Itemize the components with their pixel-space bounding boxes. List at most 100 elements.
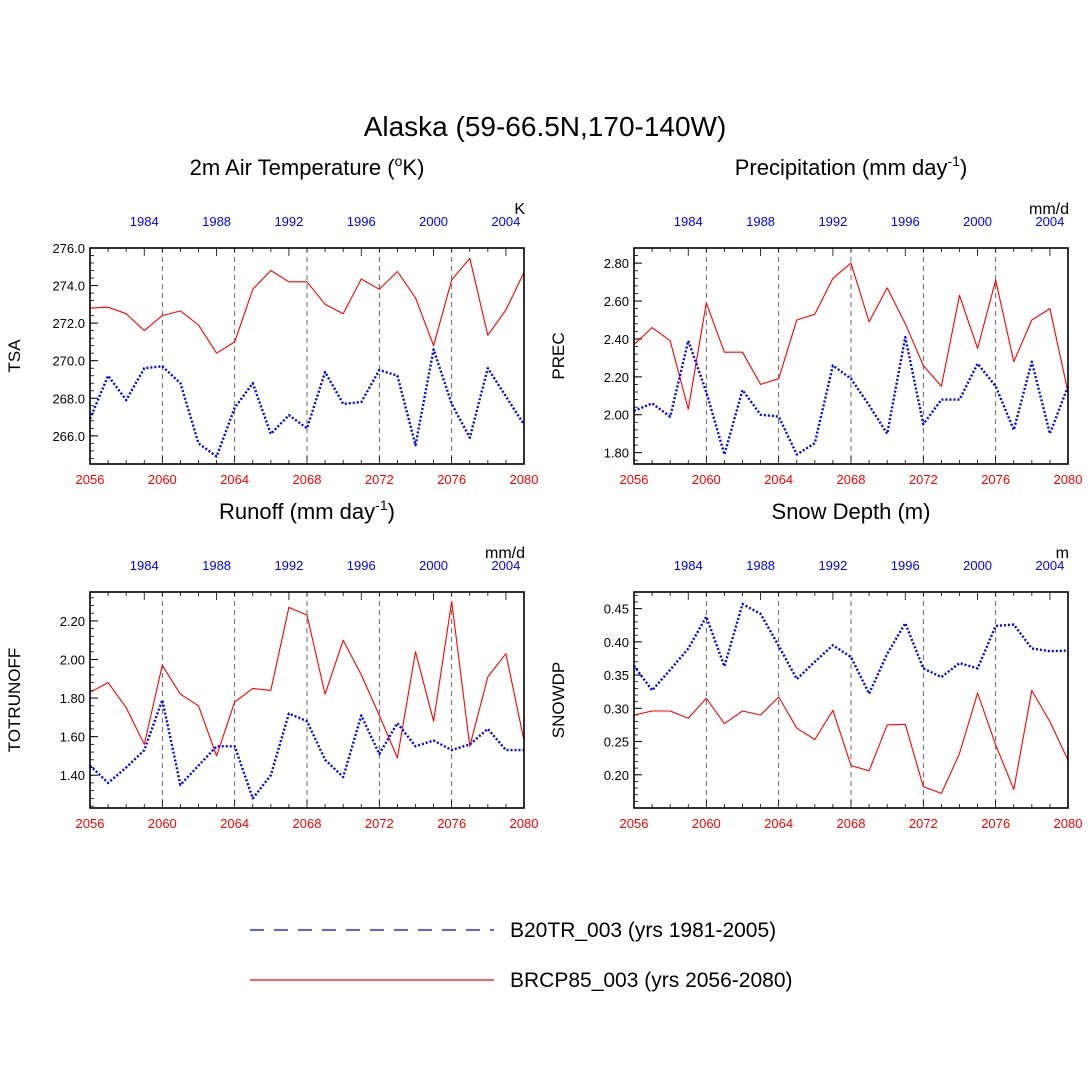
y-tick-label: 272.0 [52, 316, 85, 331]
panel-title: 2m Air Temperature (oK) [190, 153, 425, 180]
x-tick-label-top: 1988 [746, 558, 775, 573]
y-tick-label: 1.80 [60, 691, 85, 706]
panel-title-tail: ) [960, 155, 967, 180]
x-tick-label-top: 1984 [674, 558, 703, 573]
panel-title-main: Runoff (mm day [219, 499, 375, 524]
plot-frame [633, 591, 1069, 809]
y-axis-label: TSA [5, 339, 24, 373]
series-line-brcp85 [633, 262, 1069, 410]
panel-title: Precipitation (mm day-1) [735, 153, 968, 180]
series-line-brcp85 [633, 689, 1069, 794]
x-tick-label-top: 1988 [202, 558, 231, 573]
panel-title-main: Snow Depth (m) [772, 499, 931, 524]
x-tick-label-bottom: 2080 [1054, 472, 1083, 487]
x-tick-label-bottom: 2080 [510, 472, 539, 487]
y-tick-label: 1.80 [604, 446, 629, 461]
x-tick-label-bottom: 2076 [981, 472, 1010, 487]
legend-future-label: BRCP85_003 (yrs 2056-2080) [510, 969, 793, 992]
x-tick-label-bottom: 2080 [1054, 816, 1083, 831]
x-tick-label-bottom: 2056 [76, 472, 105, 487]
y-axis-label: PREC [549, 332, 568, 379]
y-tick-label: 0.25 [604, 735, 629, 750]
x-tick-label-bottom: 2076 [437, 472, 466, 487]
x-tick-label-top: 1996 [891, 558, 920, 573]
x-tick-label-bottom: 2064 [764, 472, 793, 487]
x-tick-label-top: 2004 [1035, 214, 1064, 229]
x-tick-label-bottom: 2068 [837, 816, 866, 831]
x-tick-label-bottom: 2072 [365, 472, 394, 487]
panel-runoff: Runoff (mm day-1) TOTRUNOFF mm/d 1.40 1.60 1.… [5, 497, 538, 831]
x-tick-label-bottom: 2080 [510, 816, 539, 831]
panel-precipitation: Precipitation (mm day-1) PREC mm/d 1.80 2.00… [549, 153, 1082, 487]
legend-historical-label: B20TR_003 (yrs 1981-2005) [510, 919, 776, 942]
x-tick-label-bottom: 2056 [76, 816, 105, 831]
y-tick-label: 266.0 [52, 429, 85, 444]
figure-title: Alaska (59-66.5N,170-140W) [364, 111, 727, 142]
x-tick-label-top: 1992 [818, 558, 847, 573]
y-tick-label: 2.80 [604, 256, 629, 271]
x-tick-label-bottom: 2068 [293, 472, 322, 487]
x-tick-label-bottom: 2060 [148, 816, 177, 831]
units-label: m [1056, 545, 1069, 562]
plot-frame [89, 247, 525, 465]
panel-snow-depth: Snow Depth (m) SNOWDP m 0.20 0.25 0.30 0.35 0.4… [549, 499, 1082, 831]
units-label: mm/d [1029, 201, 1069, 218]
legend: B20TR_003 (yrs 1981-2005) BRCP85_003 (yr… [250, 919, 793, 992]
y-tick-label: 276.0 [52, 241, 85, 256]
x-tick-label-top: 1984 [130, 214, 159, 229]
x-tick-label-bottom: 2068 [837, 472, 866, 487]
series-line-brcp85 [89, 601, 525, 759]
panel-air-temperature: 2m Air Temperature (oK) TSA K 266.0 268.0 270… [5, 153, 538, 487]
series-line-b20tr [633, 335, 1070, 456]
x-tick-label-top: 1992 [274, 558, 303, 573]
y-tick-label: 268.0 [52, 391, 85, 406]
y-tick-label: 0.20 [604, 768, 629, 783]
y-tick-label: 2.40 [604, 332, 629, 347]
y-tick-label: 270.0 [52, 354, 85, 369]
y-tick-label: 2.60 [604, 294, 629, 309]
y-tick-label: 274.0 [52, 279, 85, 294]
panel-title-main: Precipitation (mm day [735, 155, 948, 180]
y-tick-label: 0.30 [604, 701, 629, 716]
x-tick-label-bottom: 2072 [909, 472, 938, 487]
panel-title-main: 2m Air Temperature ( [190, 155, 396, 180]
series-line-brcp85 [89, 257, 525, 354]
x-tick-label-bottom: 2068 [293, 816, 322, 831]
x-tick-label-bottom: 2064 [220, 816, 249, 831]
plot-frame [89, 591, 525, 809]
x-tick-label-bottom: 2072 [365, 816, 394, 831]
plot-frame [633, 247, 1069, 465]
x-tick-label-top: 2000 [963, 214, 992, 229]
y-tick-label: 2.00 [60, 653, 85, 668]
y-tick-label: 2.20 [604, 370, 629, 385]
x-tick-label-bottom: 2076 [981, 816, 1010, 831]
series-line-b20tr [89, 698, 524, 800]
y-tick-label: 0.40 [604, 635, 629, 650]
panel-title-superscript: o [395, 153, 403, 169]
y-tick-label: 1.40 [60, 768, 85, 783]
x-tick-label-top: 1984 [674, 214, 703, 229]
x-tick-label-top: 2004 [491, 214, 520, 229]
x-tick-label-bottom: 2072 [909, 816, 938, 831]
panel-title: Snow Depth (m) [772, 499, 931, 524]
y-tick-label: 0.35 [604, 668, 629, 683]
x-tick-label-top: 2000 [419, 558, 448, 573]
panel-title-superscript: -1 [375, 497, 388, 513]
units-label: K [514, 201, 525, 218]
y-tick-label: 2.00 [604, 408, 629, 423]
x-tick-label-top: 1984 [130, 558, 159, 573]
x-tick-label-top: 2000 [419, 214, 448, 229]
x-tick-label-bottom: 2064 [764, 816, 793, 831]
x-tick-label-bottom: 2056 [620, 816, 649, 831]
x-tick-label-bottom: 2060 [692, 472, 721, 487]
y-tick-label: 2.20 [60, 614, 85, 629]
x-tick-label-bottom: 2076 [437, 816, 466, 831]
x-tick-label-top: 2004 [1035, 558, 1064, 573]
y-axis-label: TOTRUNOFF [5, 648, 24, 753]
panel-title: Runoff (mm day-1) [219, 497, 395, 524]
panel-title-tail: K) [402, 155, 424, 180]
x-tick-label-top: 2000 [963, 558, 992, 573]
x-tick-label-bottom: 2060 [148, 472, 177, 487]
x-tick-label-top: 1996 [891, 214, 920, 229]
